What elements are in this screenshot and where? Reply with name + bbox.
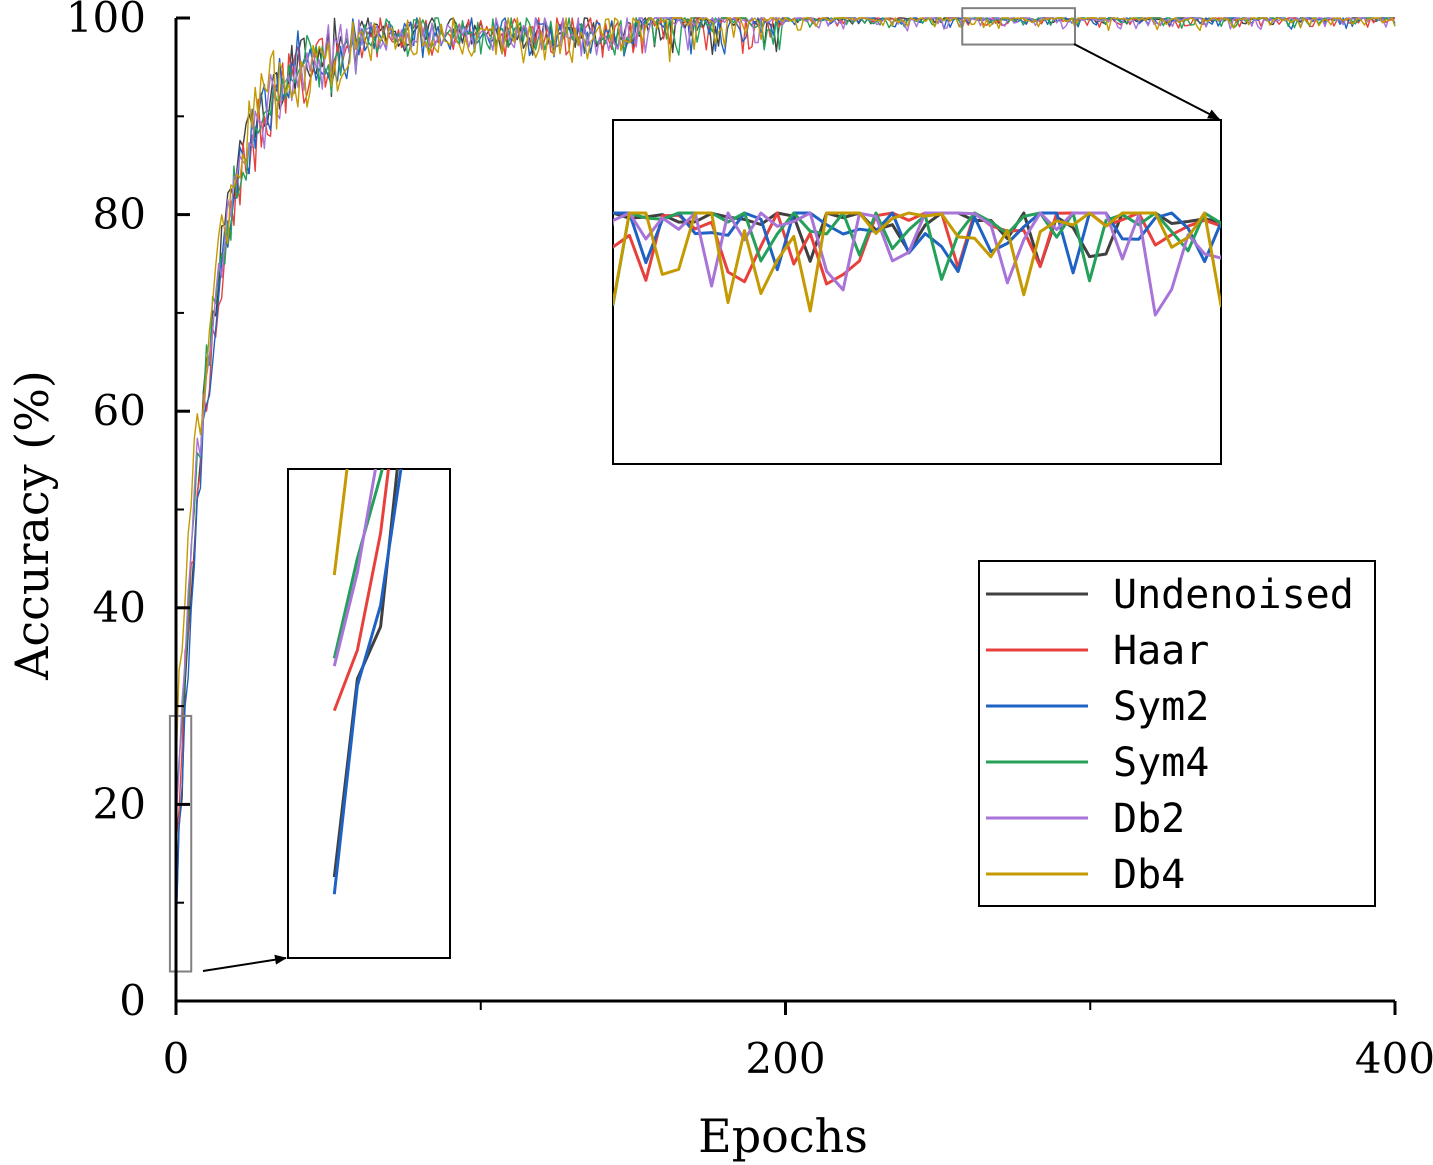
y-tick-label: 100 [66,0,146,42]
zoom-region-early [168,714,193,973]
legend-label-undenoised: Undenoised [1113,572,1354,618]
inset-late-arrow [1073,43,1220,120]
legend: Undenoised Haar Sym2 Sym4 Db2 Db4 [978,560,1376,907]
y-axis-label: Accuracy (%) [5,370,59,681]
x-tick-label: 400 [1355,1034,1433,1083]
legend-label-haar: Haar [1113,628,1209,674]
legend-label-sym2: Sym2 [1113,684,1209,730]
y-tick-label: 20 [93,779,146,828]
x-tick-label: 0 [163,1034,190,1083]
inset-early-arrow [202,954,287,972]
y-tick-label: 0 [119,976,146,1025]
y-tick-label: 40 [93,583,146,632]
x-axis: 0 200 400 [163,999,1433,1083]
inset-line-undenoised [332,469,399,878]
y-tick-label: 80 [93,190,146,239]
y-axis: 0 20 40 60 80 100 [66,0,190,1025]
main-plot-area [176,17,1396,939]
inset-line-haar [613,211,1221,286]
x-tick-label: 200 [745,1034,825,1083]
inset-line-haar [332,469,390,712]
x-axis-label: Epochs [698,1109,868,1163]
inset-late-epochs [612,119,1222,465]
inset-early-epochs [287,468,451,959]
inset-line-db2 [613,211,1221,317]
inset-line-db2 [332,469,378,667]
inset-line-db4 [613,211,1221,313]
inset-line-sym4 [332,469,384,659]
series-line-db4 [176,17,1396,772]
y-tick-label: 60 [93,386,146,435]
legend-label-db4: Db4 [1113,852,1185,898]
zoom-region-late [961,7,1077,46]
legend-label-db2: Db2 [1113,796,1185,842]
inset-line-sym2 [332,469,403,895]
legend-label-sym4: Sym4 [1113,740,1209,786]
